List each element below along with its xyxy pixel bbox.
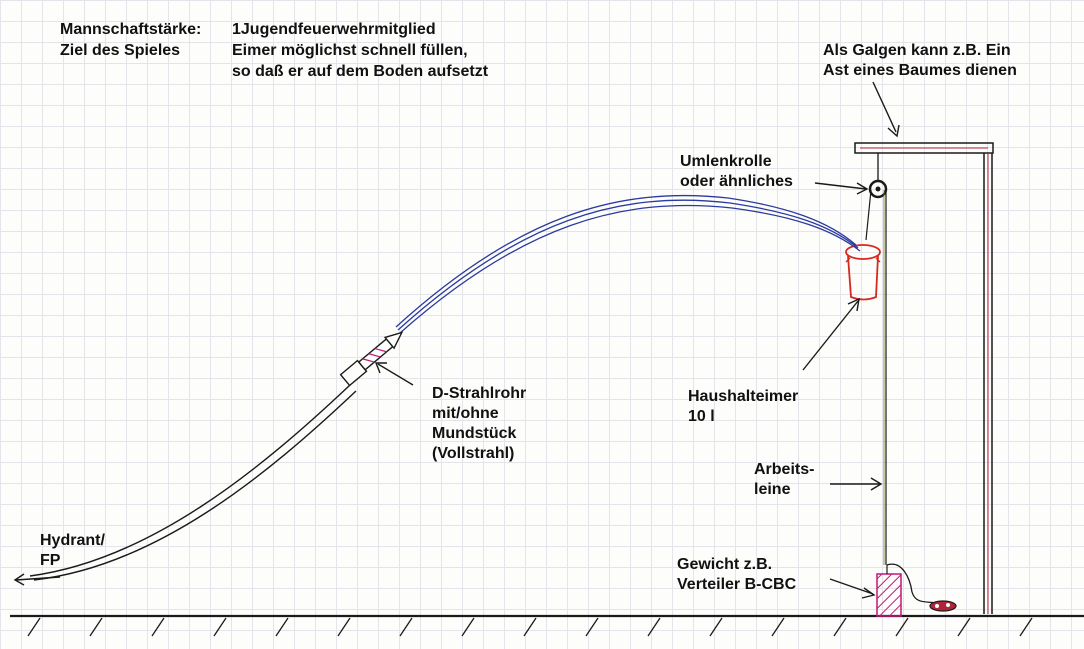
bucket-note: Haushalteimer 10 l — [688, 387, 798, 427]
nozzle-note-line-3: Mundstück — [432, 425, 517, 442]
gallows-note-line-2: Ast eines Baumes dienen — [823, 62, 1017, 79]
bucket-note-line-1: Haushalteimer — [688, 388, 799, 405]
pulley-note: Umlenkrolle oder ähnliches — [680, 152, 793, 192]
hose — [29, 384, 357, 581]
hydrant-note-line-2: FP — [40, 552, 61, 569]
nozzle-note: D-Strahlrohr mit/ohne Mundstück (Vollstr… — [432, 384, 526, 464]
game-goal-label: Ziel des Spieles — [60, 42, 181, 59]
team-strength-value: 1Jugendfeuerwehrmitglied — [232, 21, 436, 38]
work-line — [865, 189, 957, 612]
weight-note-line-2: Verteiler B-CBC — [677, 576, 797, 593]
hand-drawn-arrow — [374, 81, 900, 599]
ground — [10, 614, 1084, 637]
pulley-note-line-2: oder ähnliches — [680, 173, 793, 190]
hatched-weight-block — [876, 565, 902, 617]
gallows — [854, 142, 994, 614]
nozzle-note-line-1: D-Strahlrohr — [432, 385, 527, 402]
gallows-note: Als Galgen kann z.B. Ein Ast eines Baume… — [823, 41, 1017, 81]
game-goal-line-1: Eimer möglichst schnell füllen, — [232, 42, 468, 59]
game-goal-line-2: so daß er auf dem Boden aufsetzt — [232, 63, 489, 80]
pulley-note-line-1: Umlenkrolle — [680, 153, 772, 170]
work-line-note-line-2: leine — [754, 481, 791, 498]
weight-note-line-1: Gewicht z.B. — [677, 556, 773, 573]
pulley-wheel-icon — [868, 179, 888, 199]
nozzle-note-line-2: mit/ohne — [432, 405, 499, 422]
bucket — [845, 244, 881, 301]
hydrant-arrow — [13, 573, 61, 586]
hydrant-note: Hydrant/ FP — [40, 531, 105, 571]
nozzle-note-line-4: (Vollstrahl) — [432, 445, 515, 462]
weight-note: Gewicht z.B. Verteiler B-CBC — [677, 555, 796, 595]
gallows-note-line-1: Als Galgen kann z.B. Ein — [823, 42, 1011, 59]
work-line-note-line-1: Arbeits- — [754, 461, 815, 478]
team-strength-label: Mannschaftstärke: — [60, 21, 202, 38]
bucket-note-line-2: 10 l — [688, 408, 715, 425]
hydrant-note-line-1: Hydrant/ — [40, 532, 105, 549]
water-jet — [395, 194, 861, 334]
work-line-note: Arbeits- leine — [754, 460, 814, 500]
nozzle-icon — [339, 331, 404, 387]
